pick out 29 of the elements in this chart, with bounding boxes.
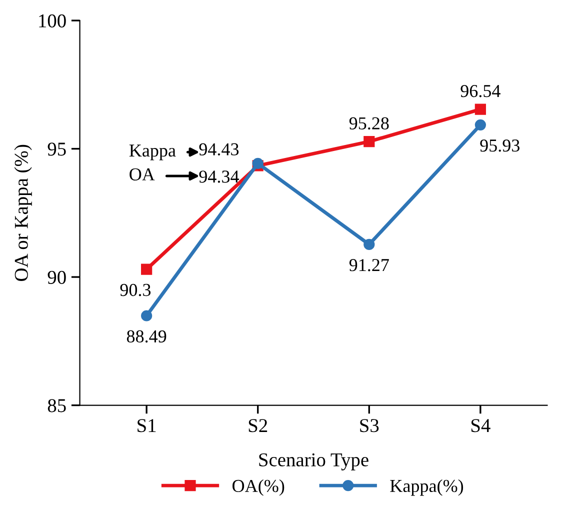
x-axis-title: Scenario Type xyxy=(259,453,368,470)
point xyxy=(141,264,152,275)
data-label: 96.54 xyxy=(460,84,500,98)
annotation: OA xyxy=(130,168,155,180)
data-label: 95.93 xyxy=(480,140,520,152)
point xyxy=(364,238,375,250)
point xyxy=(252,158,264,169)
data-label: 94.43 xyxy=(199,143,239,156)
legend-label: Kappa(%) xyxy=(390,479,464,496)
y-tick-label: 85 xyxy=(48,399,66,412)
point xyxy=(364,136,375,148)
data-label: 90.3 xyxy=(120,284,151,296)
y-tick-label: 95 xyxy=(48,142,66,156)
point xyxy=(474,119,486,130)
data-label: 95.28 xyxy=(349,117,389,130)
legend-label: OA(%) xyxy=(232,479,284,496)
data-label: 91.27 xyxy=(349,259,389,272)
annotation: Kappa xyxy=(129,144,176,160)
x-tick-label: S3 xyxy=(360,419,379,432)
y-tick-label: 100 xyxy=(39,14,66,28)
x-tick-label: S4 xyxy=(471,419,490,432)
data-label: 88.49 xyxy=(126,330,166,343)
y-tick-label: 90 xyxy=(48,270,66,284)
point xyxy=(474,104,486,115)
point xyxy=(141,310,152,322)
data-label: 94.34 xyxy=(199,170,239,183)
x-tick-label: S2 xyxy=(248,419,268,432)
x-tick-label: S1 xyxy=(138,419,156,432)
y-axis-title: OA or Kappa (%) xyxy=(14,144,32,281)
